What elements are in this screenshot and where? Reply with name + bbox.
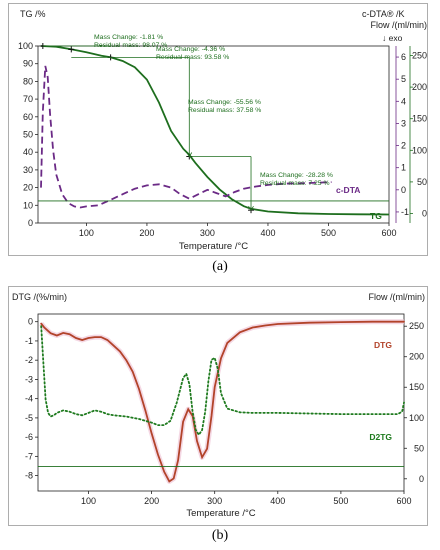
left-axis-label: DTG /(%/min) bbox=[12, 292, 67, 302]
annotation-mass-change: Mass Change: -4.36 % bbox=[156, 46, 225, 53]
annotation-residual-mass: Residual mass: 37.58 % bbox=[188, 107, 261, 114]
x-tick-label: 400 bbox=[260, 228, 275, 238]
dta-tick-label: -1 bbox=[401, 207, 409, 217]
x-axis-label: Temperature /°C bbox=[186, 508, 255, 519]
annotation-mass-change: Mass Change: -1.81 % bbox=[94, 34, 163, 41]
left-axis-label: TG /% bbox=[20, 9, 46, 19]
x-tick-label: 300 bbox=[207, 496, 222, 506]
left-tick-label: -1 bbox=[25, 336, 33, 346]
dtg-chart: 0 -1 -2 -3 -4 -5 -6 -7 -8 DTG /(%/min) 0 50 100 150 20… bbox=[8, 286, 428, 526]
x-tick-label: 500 bbox=[333, 496, 348, 506]
series-tg bbox=[40, 45, 390, 216]
flow-tick-label: 200 bbox=[412, 82, 427, 92]
left-tick-label: -7 bbox=[25, 451, 33, 461]
flow-tick-label: 250 bbox=[409, 321, 424, 331]
caption-b: (b) bbox=[211, 528, 229, 543]
left-tick-label: 20 bbox=[23, 183, 33, 193]
series-label-tg: TG bbox=[370, 211, 382, 221]
dta-tick-label: 2 bbox=[401, 141, 406, 151]
flow-axis-label: Flow /(ml/min) bbox=[369, 292, 426, 302]
annotation-residual-mass: Residual mass: 98.07 % bbox=[94, 42, 167, 49]
left-tick-label: -8 bbox=[25, 471, 33, 481]
series-c-dta bbox=[40, 65, 332, 209]
x-tick-label: 100 bbox=[81, 496, 96, 506]
plot-frame bbox=[37, 313, 405, 492]
x-tick-label: 600 bbox=[381, 228, 396, 238]
left-tick-label: -2 bbox=[25, 355, 33, 365]
caption-a: (a) bbox=[212, 259, 228, 274]
x-tick-label: 100 bbox=[79, 228, 94, 238]
left-tick-label: 30 bbox=[23, 165, 33, 175]
x-tick-label: 300 bbox=[200, 228, 215, 238]
left-tick-label: -6 bbox=[25, 432, 33, 442]
annotation-mass-change: Mass Change: -55.56 % bbox=[188, 99, 261, 106]
left-tick-label: 90 bbox=[23, 59, 33, 69]
flow-axis-label: Flow /(ml/min) bbox=[371, 20, 428, 30]
series-dtg-halo bbox=[39, 319, 404, 484]
dta-axis-label: c-DTA® /K bbox=[362, 9, 404, 19]
x-tick-label: 200 bbox=[144, 496, 159, 506]
flow-tick-label: 50 bbox=[414, 443, 424, 453]
dta-tick-label: 4 bbox=[401, 96, 406, 106]
left-tick-label: 50 bbox=[23, 130, 33, 140]
panel-border bbox=[8, 286, 428, 526]
x-axis-label: Temperature /°C bbox=[179, 241, 248, 252]
flow-tick-label: 150 bbox=[412, 114, 427, 124]
flow-tick-label: 200 bbox=[409, 352, 424, 362]
left-tick-label: 60 bbox=[23, 112, 33, 122]
chart-panel-b: 0 -1 -2 -3 -4 -5 -6 -7 -8 DTG /(%/min) 0 50 100 150 20… bbox=[8, 286, 428, 526]
series-label-d2tg: D2TG bbox=[369, 432, 392, 442]
x-tick-label: 400 bbox=[270, 496, 285, 506]
annotation-mass-change: Mass Change: -28.28 % bbox=[260, 172, 333, 179]
left-tick-label: 0 bbox=[28, 218, 33, 228]
flow-tick-label: 150 bbox=[409, 382, 424, 392]
left-tick-label: 40 bbox=[23, 147, 33, 157]
flow-tick-label: 100 bbox=[412, 145, 427, 155]
flow-tick-label: 100 bbox=[409, 413, 424, 423]
x-tick-label: 500 bbox=[321, 228, 336, 238]
chart-panel-a: 0 10 20 30 40 50 60 70 80 90 100 TG /% -1 0 1 2 3 4 5 6 c-DT… bbox=[8, 3, 428, 256]
dta-tick-label: 0 bbox=[401, 185, 406, 195]
flow-tick-label: 0 bbox=[419, 474, 424, 484]
left-tick-label: -3 bbox=[25, 374, 33, 384]
left-tick-label: 0 bbox=[28, 317, 33, 327]
exo-label: ↓ exo bbox=[382, 33, 403, 43]
annotation-residual-mass: Residual mass: 7.25 % bbox=[260, 180, 330, 187]
x-tick-label: 200 bbox=[139, 228, 154, 238]
dta-tick-label: 1 bbox=[401, 163, 406, 173]
dta-tick-label: 5 bbox=[401, 74, 406, 84]
mass-arrow-head bbox=[248, 205, 254, 211]
series-label-c-dta: c-DTA bbox=[336, 185, 360, 195]
annotation-residual-mass: Residual mass: 93.58 % bbox=[156, 54, 229, 61]
dta-tick-label: 6 bbox=[401, 52, 406, 62]
left-tick-label: 100 bbox=[18, 41, 33, 51]
flow-tick-label: 0 bbox=[422, 209, 427, 219]
panel-border bbox=[8, 3, 428, 256]
left-tick-label: 70 bbox=[23, 94, 33, 104]
x-tick-label: 600 bbox=[396, 496, 411, 506]
mass-arrow-head bbox=[186, 152, 193, 158]
series-dtg bbox=[40, 320, 405, 483]
tg-dta-chart: 0 10 20 30 40 50 60 70 80 90 100 TG /% -1 0 1 2 3 4 5 6 c-DT… bbox=[8, 3, 428, 256]
series-d2tg bbox=[40, 325, 405, 437]
flow-tick-label: 50 bbox=[417, 177, 427, 187]
left-tick-label: -5 bbox=[25, 413, 33, 423]
left-tick-label: 10 bbox=[23, 200, 33, 210]
left-tick-label: -4 bbox=[25, 394, 33, 404]
flow-tick-label: 250 bbox=[412, 50, 427, 60]
plot-frame bbox=[37, 45, 390, 224]
series-label-dtg: DTG bbox=[374, 340, 392, 350]
dta-tick-label: 3 bbox=[401, 118, 406, 128]
left-tick-label: 80 bbox=[23, 76, 33, 86]
